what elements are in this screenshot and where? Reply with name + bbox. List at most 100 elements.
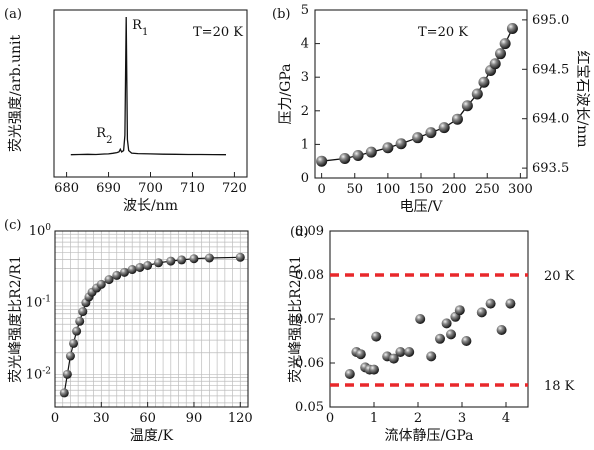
x-axis-label: 流体静压/GPa	[384, 428, 473, 444]
data-point	[153, 258, 163, 268]
temperature-annotation: T=20 K	[193, 25, 243, 40]
data-point	[404, 347, 415, 357]
x-tick-label: 250	[475, 182, 500, 197]
x-tick-label: 150	[409, 182, 434, 197]
data-point	[316, 155, 328, 167]
y-axis-label: 荧光强度/arb.unit	[7, 34, 24, 152]
peak-label-r1: R1	[132, 18, 148, 38]
data-point	[104, 275, 114, 285]
y-tick-label: 0.08	[295, 268, 324, 283]
y-tick-label: 0	[301, 171, 309, 186]
data-line	[63, 256, 241, 393]
data-point	[352, 149, 364, 161]
x-tick-label: 60	[139, 411, 156, 426]
x-tick-label: 200	[442, 182, 467, 197]
x-tick-label: 0	[317, 182, 325, 197]
panel-label-d: (d)	[290, 225, 308, 240]
data-point	[371, 331, 382, 342]
data-point	[425, 127, 437, 139]
reference-line-label: 20 K	[544, 269, 575, 284]
data-point	[489, 58, 501, 70]
peak-label-r2: R2	[96, 126, 112, 146]
x-axis-label: 电压/V	[400, 199, 444, 215]
data-point	[177, 255, 187, 265]
data-point	[339, 153, 351, 165]
data-point	[415, 314, 426, 324]
y-tick-label: 10-1	[26, 295, 51, 311]
data-point	[426, 351, 437, 362]
y-tick-label: 0.07	[295, 312, 324, 327]
data-point	[438, 122, 450, 134]
data-point	[235, 252, 245, 262]
chart-c: 0 30 60 90 120 10-2 10-1 100 温度/K 荧光峰强度比R2/R1	[7, 223, 253, 444]
panel-label-c: (c)	[4, 218, 21, 233]
y-tick-label: 0.09	[295, 224, 324, 239]
data-point	[355, 349, 366, 360]
data-point	[127, 265, 137, 275]
data-point	[204, 253, 214, 263]
data-point	[388, 353, 399, 364]
y2-tick-label: 695.0	[532, 13, 569, 28]
x-tick-label: 2	[414, 411, 422, 426]
y-tick-label: 2	[301, 104, 309, 119]
temperature-annotation: T=20 K	[418, 25, 468, 40]
x-axis-label: 温度/K	[130, 428, 174, 444]
data-point	[496, 325, 507, 335]
data-point	[72, 326, 82, 336]
y-tick-label: 10-2	[26, 366, 51, 382]
panel-label-b: (b)	[272, 7, 290, 22]
data-point	[112, 270, 122, 280]
data-point	[412, 132, 424, 144]
data-point	[506, 22, 518, 34]
x-tick-label: 720	[222, 181, 247, 196]
data-point	[461, 100, 473, 112]
y-axis-label: 压力/GPa	[278, 63, 294, 124]
y-tick-label: 0.05	[295, 400, 324, 415]
x-tick-label: 100	[375, 182, 400, 197]
data-point	[395, 347, 406, 357]
data-point	[441, 318, 452, 329]
data-point	[69, 338, 79, 348]
reference-line-label: 18 K	[544, 379, 575, 394]
data-point	[62, 369, 72, 379]
y-tick-label: 100	[29, 223, 52, 239]
x-tick-label: 0	[326, 411, 334, 426]
data-point	[143, 261, 153, 271]
y-axis-label: 荧光峰强度比R2/R1	[287, 255, 304, 383]
y-tick-label: 3	[301, 70, 309, 85]
y2-tick-label: 694.0	[532, 112, 569, 127]
x-tick-label: 30	[93, 411, 110, 426]
data-point	[461, 336, 472, 346]
y-tick-label: 0.06	[295, 356, 324, 371]
data-point	[59, 388, 69, 398]
x-tick-label: 700	[138, 181, 163, 196]
x-tick-label: 300	[508, 182, 533, 197]
data-point	[495, 48, 506, 60]
data-point	[78, 307, 88, 317]
data-point	[478, 76, 490, 88]
chart-d: 0 1 2 3 4 0.05 0.06 0.07 0.08 0.09 20 K 18 K 流体静压/GP…	[287, 224, 575, 444]
data-point	[189, 254, 199, 264]
data-point	[96, 279, 106, 289]
x-axis-label: 波长/nm	[123, 198, 178, 214]
data-point	[505, 298, 516, 309]
spectrum-line	[70, 16, 227, 156]
data-point	[65, 351, 75, 361]
x-tick-label: 690	[96, 181, 121, 196]
data-point	[499, 38, 511, 50]
data-point	[435, 333, 445, 344]
x-tick-label: 90	[186, 411, 203, 426]
y-tick-label: 5	[301, 3, 309, 18]
y-tick-label: 1	[301, 137, 309, 152]
chart-b: 0 50 100 150 200 250 300 0 1 2 3 4 5 693.5 694.0 694.5 6…	[278, 3, 590, 215]
data-point	[454, 305, 465, 316]
data-point	[344, 369, 355, 379]
y-tick-label: 4	[301, 37, 309, 52]
y2-axis-label: 红宝石波长/nm	[574, 50, 590, 147]
data-point	[369, 364, 379, 375]
x-tick-label: 50	[346, 182, 363, 197]
data-point	[135, 262, 145, 272]
y2-tick-label: 694.5	[532, 62, 569, 77]
data-point	[446, 329, 456, 340]
